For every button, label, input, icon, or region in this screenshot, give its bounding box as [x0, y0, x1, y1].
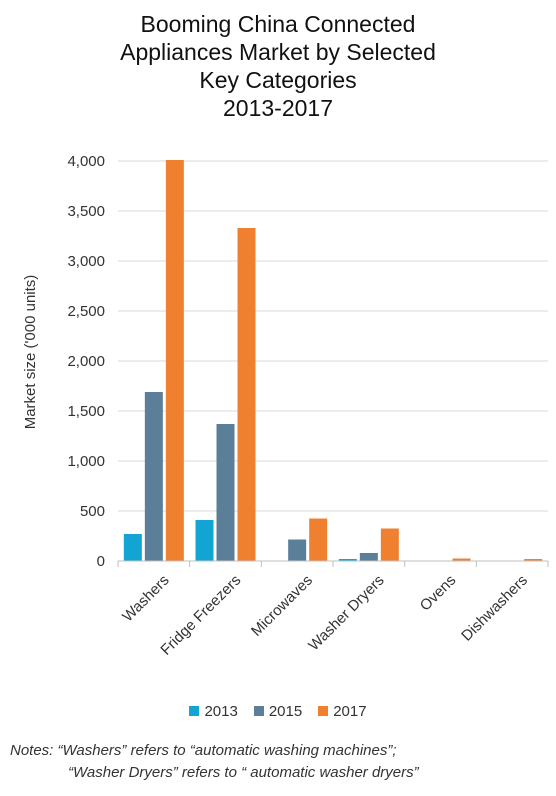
x-tick-label: Ovens — [417, 572, 460, 615]
bar-2015-washer-dryers — [359, 553, 378, 561]
y-tick-label: 2,000 — [67, 353, 105, 370]
bar-2015-washers — [144, 392, 163, 561]
bar-2015-fridge-freezers — [216, 424, 235, 561]
x-tick-label: Microwaves — [248, 572, 316, 640]
y-axis-label: Market size ('000 units) — [22, 275, 39, 430]
axes: 0 500 1,000 1,500 2,000 2,500 3,000 3,500 4,000 W… — [67, 153, 549, 659]
legend-label: 2013 — [204, 703, 238, 720]
bar-2017-microwaves — [309, 518, 328, 561]
chart-title-line-3: Key Categories — [199, 67, 357, 93]
gridlines — [118, 160, 548, 512]
bar-2017-ovens — [452, 558, 471, 561]
y-tick-label: 1,500 — [67, 403, 105, 420]
bar-2017-washer-dryers — [380, 528, 399, 561]
chart-title-line-1: Booming China Connected — [140, 11, 416, 37]
legend-swatch — [253, 706, 264, 716]
legend-label: 2017 — [333, 703, 367, 720]
notes: Notes: “Washers” refers to “automatic wa… — [0, 740, 556, 784]
y-tick-label: 1,000 — [67, 453, 105, 470]
y-tick-label: 0 — [97, 553, 105, 570]
bar-2017-fridge-freezers — [237, 228, 256, 561]
y-tick-label: 2,500 — [67, 303, 105, 320]
legend-label: 2015 — [268, 703, 303, 720]
chart-title: Booming China Connected Appliances Marke… — [0, 10, 556, 122]
y-tick-label: 3,500 — [67, 203, 105, 220]
note-line-1: Notes: “Washers” refers to “automatic wa… — [10, 742, 397, 759]
bar-2017-washers — [165, 160, 184, 561]
bar-2015-microwaves — [288, 539, 307, 561]
note-line-2: “Washer Dryers” refers to “ automatic wa… — [68, 764, 419, 781]
legend-item-2013: 2013 — [189, 703, 238, 720]
chart-title-line-4: 2013-2017 — [223, 95, 333, 121]
chart-title-line-2: Appliances Market by Selected — [120, 39, 436, 65]
x-tick-label: Washers — [119, 572, 172, 625]
legend-item-2017: 2017 — [318, 703, 367, 720]
y-tick-label: 500 — [80, 503, 105, 520]
bar-2013-washer-dryers — [338, 559, 357, 561]
legend-swatch — [189, 706, 200, 716]
bar-2013-fridge-freezers — [195, 520, 214, 561]
legend: 2013 2015 2017 — [0, 703, 556, 720]
bar-2013-washers — [123, 534, 142, 561]
bars — [123, 160, 543, 561]
x-tick-label: Washer Dryers — [305, 572, 387, 654]
bar-chart: 0 500 1,000 1,500 2,000 2,500 3,000 3,500 4,000 W… — [22, 153, 549, 659]
bar-2017-dishwashers — [524, 559, 543, 561]
legend-swatch — [318, 706, 329, 716]
y-tick-label: 4,000 — [67, 153, 105, 170]
x-tick-label: Dishwashers — [458, 572, 531, 645]
legend-item-2015: 2015 — [253, 703, 303, 720]
y-tick-label: 3,000 — [67, 253, 105, 270]
